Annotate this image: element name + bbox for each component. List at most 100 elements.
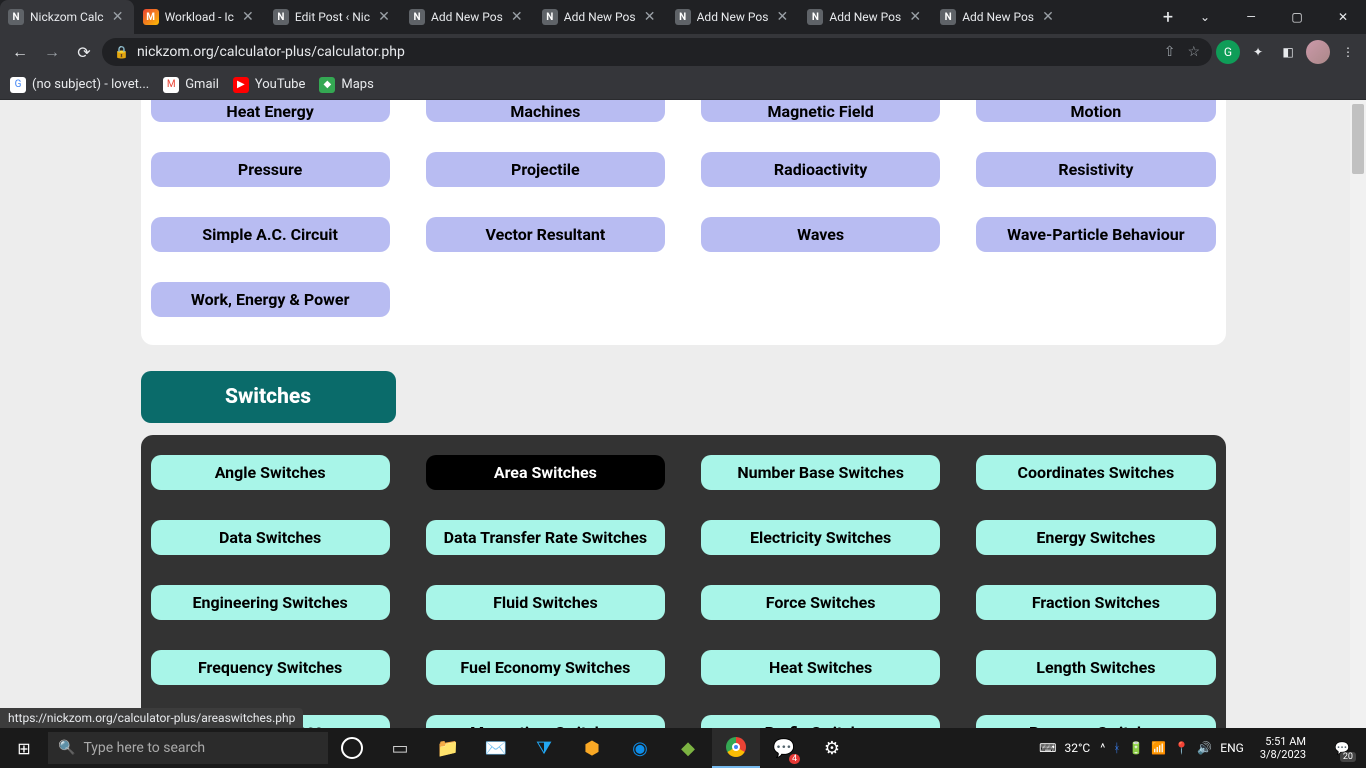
minimize-button[interactable]: —: [1228, 0, 1274, 34]
volume-icon[interactable]: 🔊: [1197, 741, 1212, 755]
tab-close-icon[interactable]: ✕: [240, 9, 256, 25]
explorer-icon[interactable]: 📁: [424, 728, 472, 768]
browser-tab[interactable]: NAdd New Pos✕: [932, 0, 1064, 34]
chrome-icon[interactable]: [712, 728, 760, 768]
switch-button[interactable]: Energy Switches: [976, 520, 1215, 555]
switch-button[interactable]: Pressure Switches: [976, 715, 1215, 728]
switch-button[interactable]: Engineering Switches: [151, 585, 390, 620]
tab-close-icon[interactable]: ✕: [907, 9, 923, 25]
browser-tab[interactable]: NAdd New Pos✕: [799, 0, 931, 34]
new-tab-button[interactable]: +: [1154, 3, 1182, 31]
bookmark-item[interactable]: MGmail: [163, 77, 219, 93]
maximize-button[interactable]: ▢: [1274, 0, 1320, 34]
profile-avatar[interactable]: [1306, 40, 1330, 64]
grammarly-icon[interactable]: G: [1216, 40, 1240, 64]
reload-button[interactable]: ⟳: [70, 38, 98, 66]
share-icon[interactable]: ⇧: [1164, 44, 1176, 60]
switch-button[interactable]: Prefix Switches: [701, 715, 940, 728]
notif-badge: 20: [1340, 752, 1356, 762]
tab-close-icon[interactable]: ✕: [376, 9, 392, 25]
switch-button[interactable]: Data Transfer Rate Switches: [426, 520, 665, 555]
switch-button[interactable]: Frequency Switches: [151, 650, 390, 685]
wifi-icon[interactable]: 📶: [1151, 741, 1166, 755]
bookmark-item[interactable]: G(no subject) - lovet...: [10, 77, 149, 93]
switch-button[interactable]: Data Switches: [151, 520, 390, 555]
physics-button[interactable]: Machines: [426, 100, 665, 122]
tab-close-icon[interactable]: ✕: [110, 9, 126, 25]
bookmark-favicon-icon: G: [10, 77, 26, 93]
taskbar-search[interactable]: 🔍 Type here to search: [48, 732, 328, 764]
physics-button[interactable]: Resistivity: [976, 152, 1215, 187]
physics-button[interactable]: Waves: [701, 217, 940, 252]
mail-icon[interactable]: ✉️: [472, 728, 520, 768]
start-button[interactable]: ⊞: [0, 728, 48, 768]
whatsapp-icon[interactable]: 💬4: [760, 728, 808, 768]
close-button[interactable]: ✕: [1320, 0, 1366, 34]
menu-icon[interactable]: ⋮: [1336, 40, 1360, 64]
switch-button[interactable]: Length Switches: [976, 650, 1215, 685]
browser-tab[interactable]: NEdit Post ‹ Nic✕: [265, 0, 400, 34]
switch-button[interactable]: Force Switches: [701, 585, 940, 620]
teamviewer-icon[interactable]: ◉: [616, 728, 664, 768]
app-icon-1[interactable]: ⬢: [568, 728, 616, 768]
date-text: 3/8/2023: [1260, 748, 1306, 761]
physics-button[interactable]: Vector Resultant: [426, 217, 665, 252]
physics-button[interactable]: Simple A.C. Circuit: [151, 217, 390, 252]
battery-icon[interactable]: 🔋: [1128, 741, 1143, 755]
browser-toolbar: ← → ⟳ 🔒 nickzom.org/calculator-plus/calc…: [0, 34, 1366, 70]
bookmark-item[interactable]: ◆Maps: [319, 77, 373, 93]
physics-button[interactable]: Radioactivity: [701, 152, 940, 187]
weather-text[interactable]: 32°C: [1064, 741, 1090, 755]
vscode-icon[interactable]: ⧩: [520, 728, 568, 768]
tab-close-icon[interactable]: ✕: [1040, 9, 1056, 25]
physics-button[interactable]: Pressure: [151, 152, 390, 187]
physics-button[interactable]: Work, Energy & Power: [151, 282, 390, 317]
switch-button[interactable]: Fluid Switches: [426, 585, 665, 620]
app-icon-2[interactable]: ◆: [664, 728, 712, 768]
location-icon[interactable]: 📍: [1174, 741, 1189, 755]
extensions-icon[interactable]: ✦: [1246, 40, 1270, 64]
bookmark-item[interactable]: ▶YouTube: [233, 77, 306, 93]
tab-close-icon[interactable]: ✕: [642, 9, 658, 25]
switch-button[interactable]: Fuel Economy Switches: [426, 650, 665, 685]
browser-tab[interactable]: NAdd New Pos✕: [401, 0, 533, 34]
sidepanel-icon[interactable]: ◧: [1276, 40, 1300, 64]
language-text[interactable]: ENG: [1220, 741, 1244, 755]
switch-button[interactable]: Number Base Switches: [701, 455, 940, 490]
switch-button[interactable]: Heat Switches: [701, 650, 940, 685]
browser-tab[interactable]: NNickzom Calc✕: [0, 0, 134, 34]
keyboard-icon[interactable]: ⌨: [1039, 741, 1056, 755]
bluetooth-icon[interactable]: ᚼ: [1113, 741, 1120, 755]
tab-title: Add New Pos: [697, 10, 769, 24]
switch-button[interactable]: Fraction Switches: [976, 585, 1215, 620]
physics-button[interactable]: Heat Energy: [151, 100, 390, 122]
cortana-icon[interactable]: [328, 728, 376, 768]
clock[interactable]: 5:51 AM 3/8/2023: [1254, 735, 1312, 761]
tab-close-icon[interactable]: ✕: [774, 9, 790, 25]
switch-button[interactable]: Angle Switches: [151, 455, 390, 490]
physics-button[interactable]: Wave-Particle Behaviour: [976, 217, 1215, 252]
scrollbar-thumb[interactable]: [1352, 104, 1364, 174]
back-button[interactable]: ←: [6, 38, 34, 66]
physics-button[interactable]: Projectile: [426, 152, 665, 187]
chevron-down-icon[interactable]: ⌄: [1182, 0, 1228, 34]
tray-chevron-icon[interactable]: ^: [1100, 741, 1105, 755]
settings-icon[interactable]: ⚙: [808, 728, 856, 768]
address-bar[interactable]: 🔒 nickzom.org/calculator-plus/calculator…: [102, 38, 1212, 66]
browser-tab[interactable]: NAdd New Pos✕: [667, 0, 799, 34]
physics-button[interactable]: Magnetic Field: [701, 100, 940, 122]
notifications-icon[interactable]: 💬20: [1322, 728, 1362, 768]
bookmark-star-icon[interactable]: ☆: [1187, 44, 1200, 60]
switch-button[interactable]: Electricity Switches: [701, 520, 940, 555]
scrollbar-track[interactable]: [1350, 100, 1366, 728]
taskview-icon[interactable]: ▭: [376, 728, 424, 768]
browser-tab[interactable]: NAdd New Pos✕: [534, 0, 666, 34]
tab-close-icon[interactable]: ✕: [509, 9, 525, 25]
browser-tab[interactable]: MWorkload - Ic✕: [135, 0, 264, 34]
physics-button[interactable]: Motion: [976, 100, 1215, 122]
switch-button[interactable]: Magnetism Switches: [426, 715, 665, 728]
switch-button[interactable]: Area Switches: [426, 455, 665, 490]
bookmark-label: Gmail: [185, 77, 219, 92]
forward-button[interactable]: →: [38, 38, 66, 66]
switch-button[interactable]: Coordinates Switches: [976, 455, 1215, 490]
